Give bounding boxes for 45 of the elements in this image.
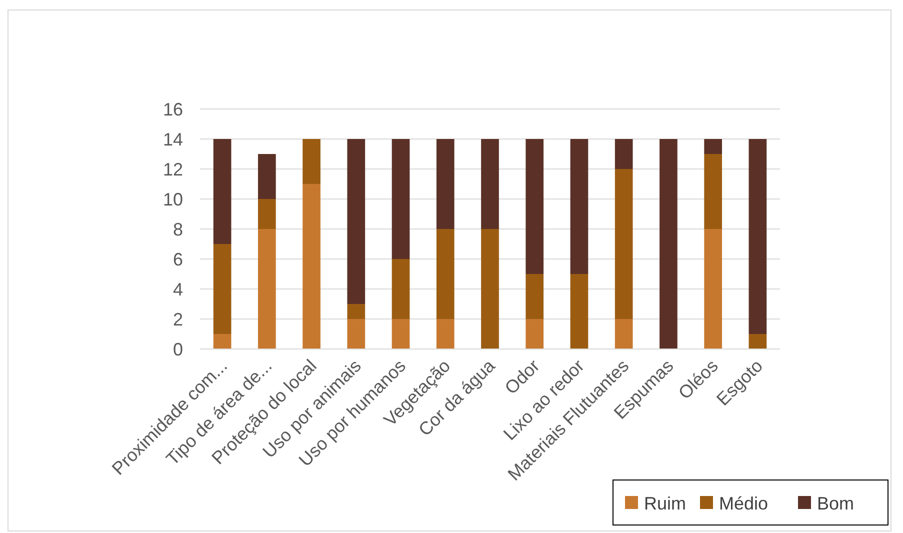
bar bbox=[258, 199, 276, 229]
bar bbox=[570, 274, 588, 349]
bar bbox=[526, 319, 544, 349]
bar bbox=[748, 139, 767, 334]
bar bbox=[302, 139, 320, 184]
bar bbox=[436, 229, 454, 319]
bar bbox=[213, 244, 232, 334]
legend-label: Bom bbox=[817, 493, 854, 514]
bar bbox=[392, 139, 410, 259]
y-tick-label: 16 bbox=[162, 99, 183, 120]
bar bbox=[302, 184, 320, 349]
y-tick-label: 2 bbox=[172, 309, 183, 330]
legend-label: Ruim bbox=[644, 493, 686, 514]
bar bbox=[436, 139, 454, 229]
y-tick-label: 14 bbox=[162, 129, 183, 150]
y-tick-label: 0 bbox=[172, 339, 183, 360]
bar bbox=[481, 229, 499, 349]
bar bbox=[704, 139, 722, 154]
bar bbox=[392, 319, 410, 349]
y-tick-label: 8 bbox=[172, 219, 183, 240]
bar bbox=[436, 319, 454, 349]
bar bbox=[614, 139, 633, 169]
bar bbox=[213, 139, 232, 244]
y-tick-label: 12 bbox=[162, 159, 183, 180]
bar bbox=[258, 154, 276, 199]
bar bbox=[570, 139, 588, 274]
bar bbox=[392, 259, 410, 319]
bar bbox=[213, 334, 232, 349]
bar bbox=[347, 304, 366, 319]
bar bbox=[347, 319, 366, 349]
y-tick-label: 6 bbox=[172, 249, 183, 270]
bar bbox=[660, 139, 678, 349]
bar bbox=[526, 139, 544, 274]
y-tick-label: 4 bbox=[172, 279, 183, 300]
bar bbox=[347, 139, 366, 304]
bar bbox=[704, 229, 722, 349]
bar bbox=[258, 229, 276, 349]
bar bbox=[526, 274, 544, 319]
y-tick-label: 10 bbox=[162, 189, 183, 210]
bar bbox=[481, 139, 499, 229]
legend-label: Médio bbox=[719, 493, 768, 514]
bar bbox=[748, 334, 767, 349]
bar bbox=[704, 154, 722, 229]
bar bbox=[614, 169, 633, 319]
bar bbox=[614, 319, 633, 349]
